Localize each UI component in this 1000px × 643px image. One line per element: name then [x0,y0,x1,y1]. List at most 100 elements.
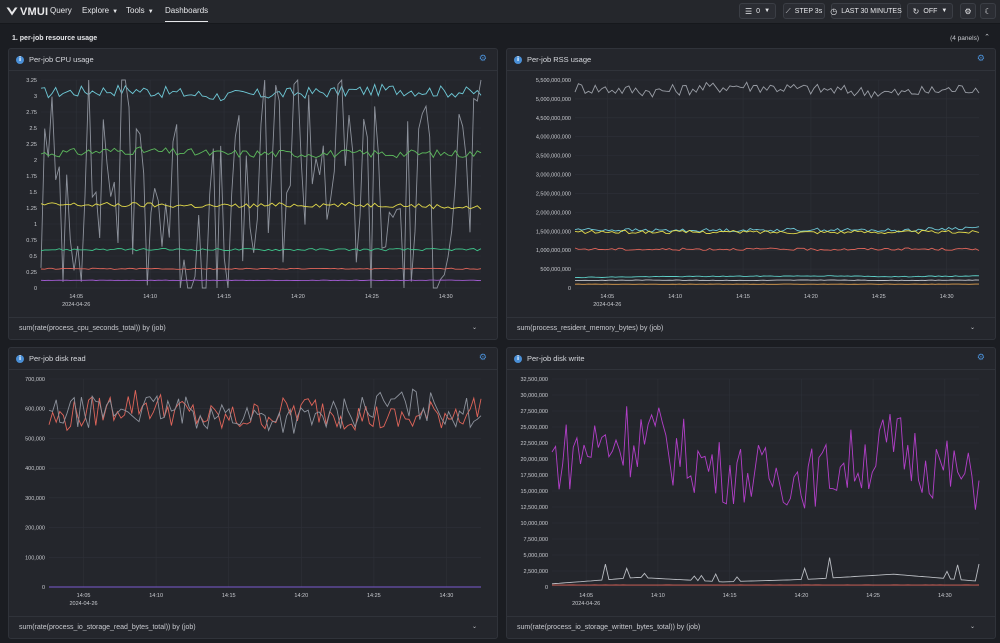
series-line [574,81,980,99]
gear-icon[interactable]: ⚙ [478,353,487,363]
x-tick-label: 14:05 [77,593,91,599]
y-tick-label: 2.25 [26,142,37,148]
nav-query-label: Query [50,6,72,15]
auto-refresh-button[interactable]: ↻ OFF ▼ [907,3,953,19]
panel-rss-usage: i Per-job RSS usage ⚙ 5,500,000,000 5,000… [506,48,996,340]
x-tick-label: 14:05 [69,294,83,300]
gear-icon[interactable]: ⚙ [976,54,985,64]
chevron-down-icon: ▼ [147,9,154,15]
y-tick-label: 3,500,000,000 [536,154,571,160]
victoria-logo-icon [6,7,18,16]
x-tick-label: 14:10 [143,294,157,300]
chart-cpu[interactable]: 3.25 3 2.75 2.5 2.25 2 1.75 1.5 1.25 1 0.75 0.5 0.25… [9,72,497,318]
app-name: VMUI [20,6,49,18]
grid [552,378,979,588]
step-label: STEP 3s [794,7,823,15]
panel-header: i Per-job disk read ⚙ [9,348,497,370]
y-tick-label: 1.25 [26,206,37,212]
settings-button[interactable]: ⚙ [960,3,976,19]
info-icon[interactable]: i [514,56,522,64]
x-tick-label: 14:25 [367,593,381,599]
info-icon[interactable]: i [16,56,24,64]
y-tick-label: 15,000,000 [520,489,548,495]
panel-title: Per-job disk write [527,354,585,363]
y-tick-label: 2 [34,158,37,164]
y-tick-label: 10,000,000 [520,521,548,527]
panel-footer[interactable]: sum(rate(process_io_storage_read_bytes_t… [9,616,497,638]
grid [41,79,481,289]
series-line [551,406,980,510]
panel-disk-read: i Per-job disk read ⚙ 700,000 600,000 500,… [8,347,498,639]
moon-icon: ☾ [984,6,992,16]
time-range-label: LAST 30 MINUTES [841,7,902,15]
chevron-up-icon[interactable]: ⌃ [984,34,990,41]
x-tick-label: 14:10 [668,294,682,300]
x-date-label: 2024-04-26 [593,302,621,308]
nav-tools[interactable]: Tools ▼ [126,0,154,22]
tenant-select[interactable]: ☰ 0 ▼ [739,3,776,19]
chart-svg: 32,500,000 30,000,000 27,500,000 25,000,000… [520,377,980,607]
chart-rss[interactable]: 5,500,000,000 5,000,000,000 4,500,000,000 4… [507,72,995,318]
chevron-down-icon[interactable]: ⌄ [969,624,975,630]
series-line [40,267,482,270]
panel-header: i Per-job RSS usage ⚙ [507,49,995,71]
x-date-label: 2024-04-26 [572,601,600,607]
step-button[interactable]: ⟋ STEP 3s [783,3,825,19]
info-icon[interactable]: i [514,355,522,363]
panel-header: i Per-job disk write ⚙ [507,348,995,370]
gear-icon[interactable]: ⚙ [976,353,985,363]
y-tick-label: 400,000 [25,466,45,472]
chevron-down-icon[interactable]: ⌄ [471,325,477,331]
section-title[interactable]: 1. per-job resource usage [12,35,98,42]
nav-explore[interactable]: Explore ▼ [82,0,118,22]
y-tick-label: 3 [34,94,37,100]
theme-button[interactable]: ☾ [980,3,996,19]
vmui-logo[interactable]: VMUI [6,5,48,19]
x-tick-label: 14:25 [872,294,886,300]
x-tick-label: 14:05 [579,593,593,599]
series-line [40,78,482,289]
nav-dashboards[interactable]: Dashboards [165,0,209,22]
series-line [40,83,482,102]
y-tick-label: 12,500,000 [520,505,548,511]
x-tick-label: 14:25 [866,593,880,599]
y-tick-label: 1.75 [26,174,37,180]
y-tick-label: 0.5 [29,254,37,260]
y-tick-label: 0 [34,286,37,292]
panel-footer[interactable]: sum(rate(process_io_storage_written_byte… [507,616,995,638]
panel-disk-write: i Per-job disk write ⚙ 32,500,000 30,000,… [506,347,996,639]
chevron-down-icon[interactable]: ⌄ [969,325,975,331]
y-tick-label: 600,000 [25,407,45,413]
x-tick-label: 14:25 [365,294,379,300]
panel-footer[interactable]: sum(process_resident_memory_bytes) by (j… [507,317,995,339]
chevron-down-icon: ▼ [764,8,771,14]
nav-query[interactable]: Query [50,0,72,22]
chart-disk-read[interactable]: 700,000 600,000 500,000 400,000 300,000 200,0… [9,371,497,617]
y-tick-label: 1.5 [29,190,37,196]
y-tick-label: 1 [34,222,37,228]
chart-svg: 3.25 3 2.75 2.5 2.25 2 1.75 1.5 1.25 1 0.75 0.5 0.25… [26,78,482,308]
y-tick-label: 2,500,000,000 [536,191,571,197]
y-tick-label: 1,000,000,000 [536,248,571,254]
y-tick-label: 0 [545,585,548,591]
chevron-down-icon: ▼ [112,9,119,15]
gear-icon[interactable]: ⚙ [478,54,487,64]
chart-disk-write[interactable]: 32,500,000 30,000,000 27,500,000 25,000,000… [507,371,995,617]
series-line [574,279,980,282]
panel-header: i Per-job CPU usage ⚙ [9,49,497,71]
panel-footer[interactable]: sum(rate(process_cpu_seconds_total)) by … [9,317,497,339]
grid [575,79,979,289]
panel-title: Per-job CPU usage [29,55,94,64]
time-range-button[interactable]: ◷ LAST 30 MINUTES [830,3,902,19]
y-tick-label: 5,000,000 [524,553,548,559]
nav-explore-label: Explore [82,6,110,15]
chevron-down-icon[interactable]: ⌄ [471,624,477,630]
y-tick-label: 1,500,000,000 [536,229,571,235]
x-tick-label: 14:30 [439,294,453,300]
info-icon[interactable]: i [16,355,24,363]
list-icon: ☰ [744,6,753,16]
x-tick-label: 14:10 [651,593,665,599]
x-tick-label: 14:15 [736,294,750,300]
y-tick-label: 5,000,000,000 [536,97,571,103]
refresh-icon: ↻ [912,6,920,16]
